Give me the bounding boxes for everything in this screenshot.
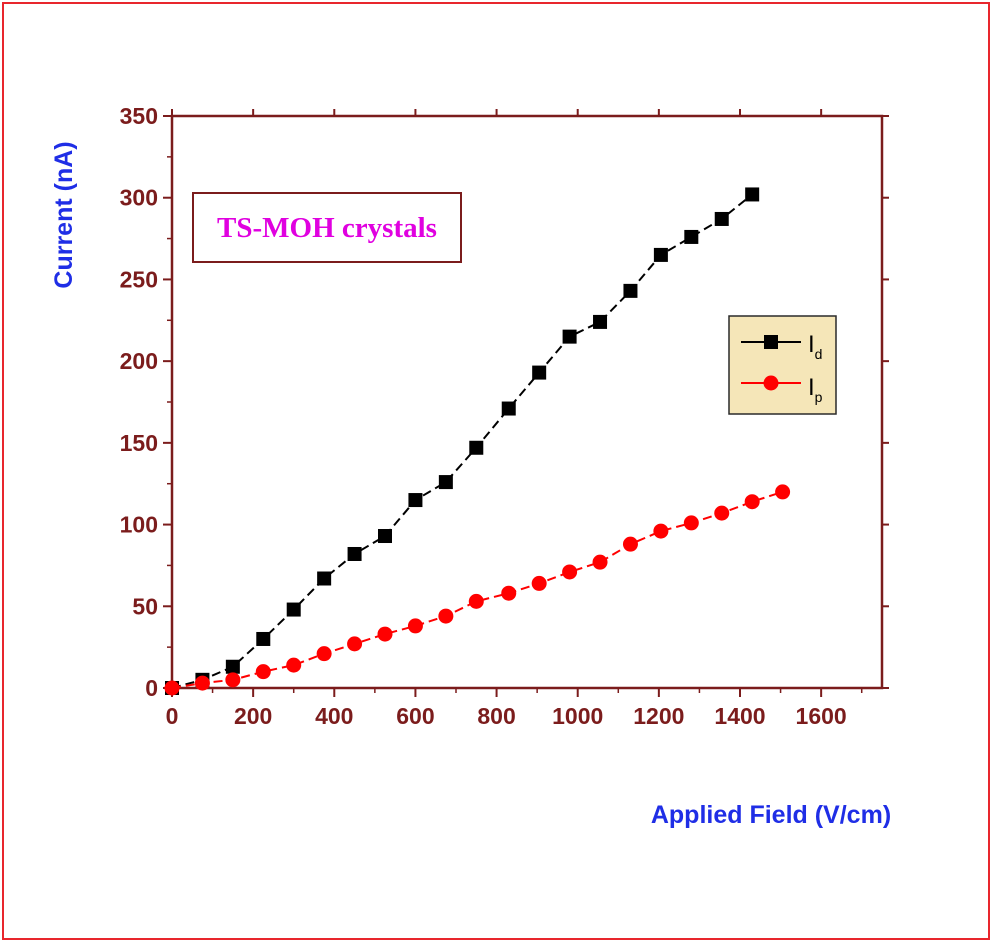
data-point-Id [745, 187, 760, 202]
annotation-box: TS-MOH crystals [192, 192, 462, 263]
x-tick-label: 400 [315, 703, 353, 729]
x-tick-label: 1000 [552, 703, 603, 729]
data-point-Id [532, 365, 547, 380]
data-point-Ip [653, 523, 669, 539]
data-point-Id [623, 283, 638, 298]
data-point-Ip [316, 646, 332, 662]
y-tick-label: 250 [120, 266, 158, 292]
data-point-Id [317, 571, 332, 586]
legend-label-id-sub: d [815, 346, 823, 362]
x-tick-label: 800 [477, 703, 515, 729]
legend-label-id-main: I [808, 331, 815, 358]
data-point-Ip [683, 515, 699, 531]
data-point-Ip [286, 657, 302, 673]
legend-label-ip: Ip [808, 374, 823, 405]
data-point-Ip [438, 608, 454, 624]
data-point-Ip [225, 672, 241, 688]
data-point-Id [684, 229, 699, 244]
x-tick-label: 200 [234, 703, 272, 729]
data-point-Id [347, 546, 362, 561]
y-tick-label: 100 [120, 512, 158, 538]
data-point-Id [438, 475, 453, 490]
annotation-text: TS-MOH crystals [217, 212, 437, 244]
annotation-border [192, 192, 462, 263]
y-tick-label: 300 [120, 185, 158, 211]
y-axis-title: Current (nA) [50, 141, 78, 288]
x-axis-title: Applied Field (V/cm) [651, 801, 891, 829]
legend-label-ip-main: I [808, 374, 815, 401]
y-tick-label: 350 [120, 103, 158, 129]
data-point-Ip [775, 484, 791, 500]
y-tick-label: 200 [120, 348, 158, 374]
data-point-Ip [194, 675, 210, 691]
x-tick-label: 0 [166, 703, 179, 729]
x-tick-label: 1600 [796, 703, 847, 729]
data-point-Id [408, 493, 423, 508]
data-point-Ip [622, 536, 638, 552]
ticks: 0 200 400 600 800 1000 1200 1400 1600 0 50 100 150 20… [120, 103, 889, 729]
legend-label-id: Id [808, 331, 822, 362]
data-point-Ip [501, 585, 517, 601]
data-point-Ip [468, 593, 484, 609]
legend-circle-marker [763, 375, 779, 391]
y-tick-label: 0 [145, 675, 158, 701]
y-tick-label: 50 [132, 593, 158, 619]
data-point-Id [469, 440, 484, 455]
legend-square-marker [764, 335, 778, 349]
legend-label-ip-sub: p [815, 389, 823, 405]
data-point-Id [562, 329, 577, 344]
data-point-Ip [562, 564, 578, 580]
y-tick-label: 150 [120, 430, 158, 456]
data-point-Id [501, 401, 516, 416]
data-point-Id [714, 211, 729, 226]
x-tick-label: 1400 [714, 703, 765, 729]
data-point-Ip [255, 664, 271, 680]
data-point-Ip [164, 680, 180, 696]
data-point-Id [286, 602, 301, 617]
data-point-Ip [347, 636, 363, 652]
data-point-Ip [531, 575, 547, 591]
x-tick-label: 600 [396, 703, 434, 729]
data-point-Id [225, 659, 240, 674]
legend-item-ip: Ip [741, 374, 823, 405]
legend: Id Ip [728, 315, 837, 415]
data-point-Ip [592, 554, 608, 570]
x-tick-label: 1200 [633, 703, 684, 729]
legend-item-id: Id [741, 331, 822, 362]
data-point-Ip [407, 618, 423, 634]
data-point-Id [593, 314, 608, 329]
series-line-Id [171, 193, 753, 689]
data-point-Id [256, 631, 271, 646]
data-point-Ip [744, 494, 760, 510]
series-line-Ip [171, 490, 783, 689]
data-point-Id [653, 247, 668, 262]
series [164, 187, 791, 696]
data-point-Id [378, 529, 392, 544]
data-point-Ip [377, 626, 393, 642]
legend-box [728, 315, 837, 415]
data-point-Ip [714, 505, 730, 521]
